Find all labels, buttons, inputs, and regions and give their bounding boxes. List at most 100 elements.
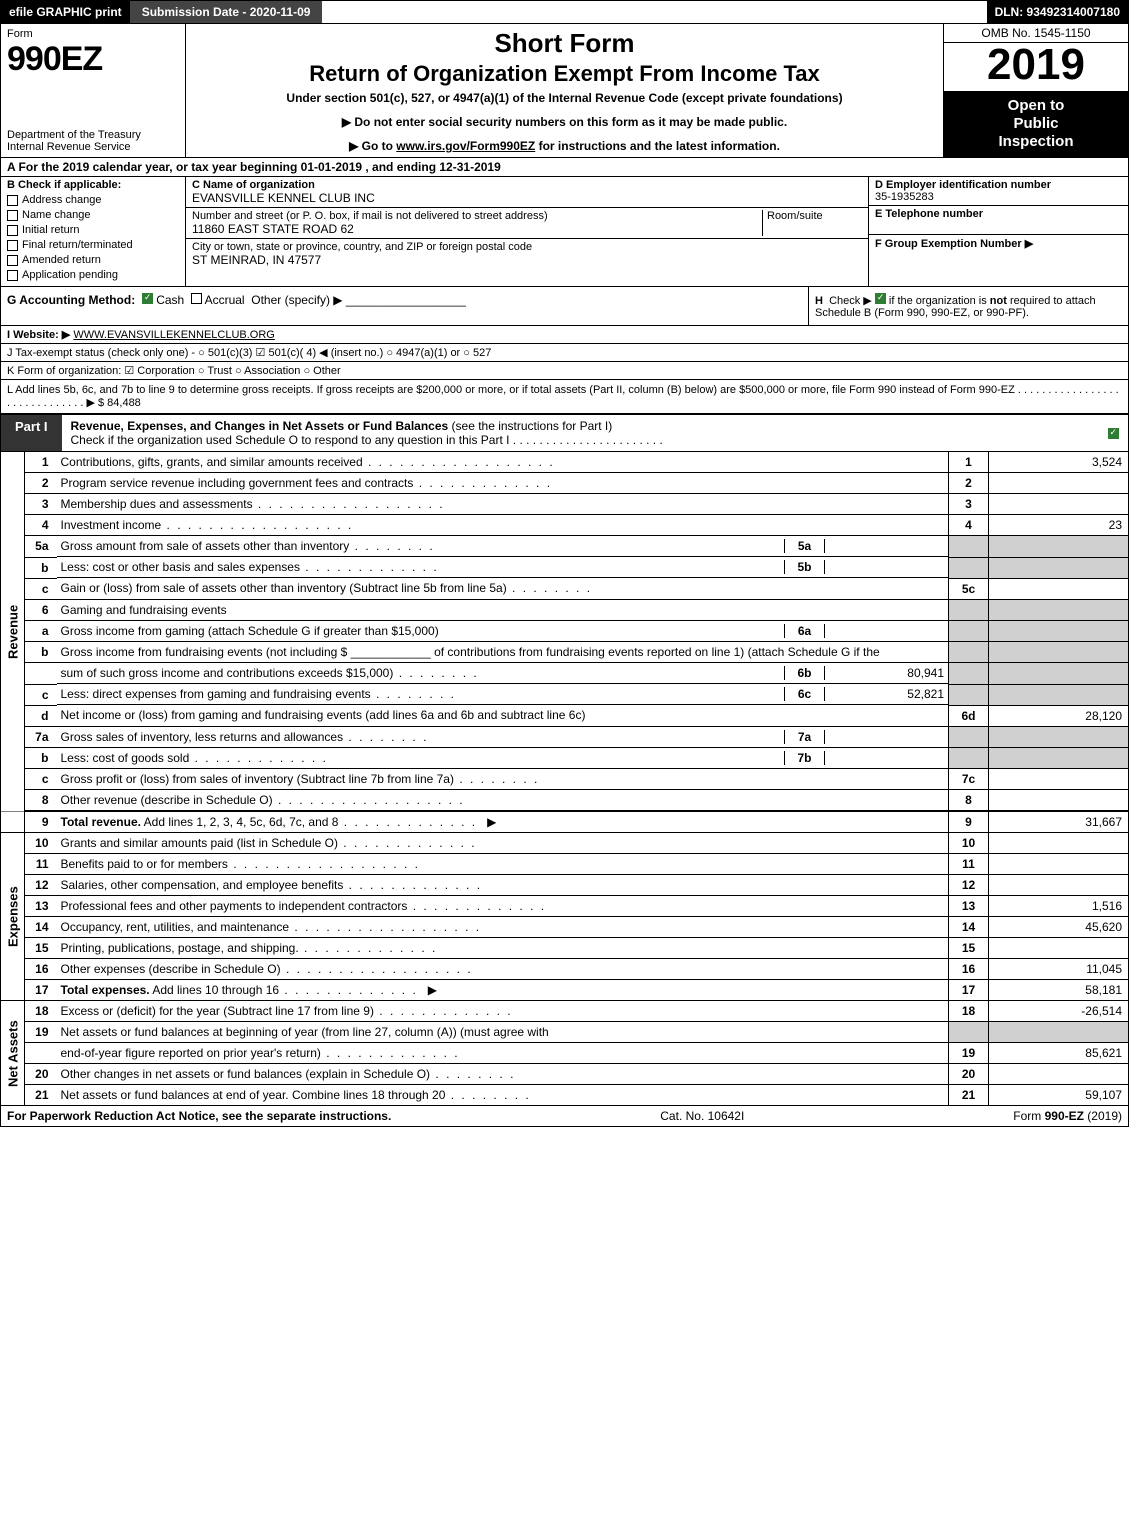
line-desc: Investment income (61, 518, 354, 532)
line-desc: Other expenses (describe in Schedule O) (61, 962, 473, 976)
line-box: 17 (949, 980, 989, 1001)
line-amount: 31,667 (989, 811, 1129, 833)
initial-return-row[interactable]: Initial return (7, 224, 179, 236)
section-c: C Name of organization EVANSVILLE KENNEL… (186, 177, 868, 286)
checkbox-icon[interactable] (7, 270, 18, 281)
line-num: d (25, 705, 57, 726)
line-box: 10 (949, 833, 989, 854)
info-block: B Check if applicable: Address change Na… (0, 177, 1129, 286)
c-name-label: C Name of organization (192, 179, 862, 191)
line-num: 6 (25, 599, 57, 620)
grey-cell (989, 536, 1129, 558)
grey-cell (989, 748, 1129, 769)
city-label: City or town, state or province, country… (192, 241, 862, 253)
line-13: 13 Professional fees and other payments … (1, 896, 1129, 917)
line-6: 6 Gaming and fundraising events (1, 599, 1129, 620)
line-desc: end-of-year figure reported on prior yea… (61, 1046, 460, 1060)
line-num: b (25, 748, 57, 769)
application-pending-row[interactable]: Application pending (7, 269, 179, 281)
line-box: 11 (949, 854, 989, 875)
line-num: b (25, 642, 57, 663)
line-amount (989, 578, 1129, 599)
efile-label[interactable]: efile GRAPHIC print (1, 1, 130, 23)
h-schedule-b: H Check ▶ if the organization is not req… (808, 287, 1128, 325)
line-desc: Occupancy, rent, utilities, and maintena… (61, 920, 482, 934)
line-num: 4 (25, 515, 57, 536)
form-ref-bold: 990-EZ (1045, 1109, 1084, 1123)
amended-return-row[interactable]: Amended return (7, 254, 179, 266)
line-num: b (25, 557, 57, 578)
part-i-sub: Check if the organization used Schedule … (71, 433, 663, 447)
checkbox-icon[interactable] (7, 225, 18, 236)
line-box: 7c (949, 769, 989, 790)
schedule-o-checkbox-icon[interactable] (1108, 428, 1119, 439)
sub-val (824, 751, 944, 765)
line-num (25, 1043, 57, 1064)
initial-return-label: Initial return (22, 224, 79, 236)
i-label: I Website: ▶ (7, 329, 70, 341)
cash-checkbox-icon[interactable] (142, 293, 153, 304)
name-change-row[interactable]: Name change (7, 209, 179, 221)
line-box: 12 (949, 875, 989, 896)
line-amount (989, 1064, 1129, 1085)
line-box: 15 (949, 938, 989, 959)
line-desc: Gross profit or (loss) from sales of inv… (61, 772, 540, 786)
line-num: 16 (25, 959, 57, 980)
line-5a: 5a Gross amount from sale of assets othe… (1, 536, 1129, 558)
line-box: 13 (949, 896, 989, 917)
part-i-header: Part I Revenue, Expenses, and Changes in… (0, 414, 1129, 452)
line-amount (989, 494, 1129, 515)
line-amount (989, 938, 1129, 959)
line-amount: 23 (989, 515, 1129, 536)
line-6b-2: sum of such gross income and contributio… (1, 663, 1129, 685)
f-group-label: F Group Exemption Number ▶ (875, 237, 1122, 250)
d-ein-label: D Employer identification number (875, 179, 1122, 191)
org-name: EVANSVILLE KENNEL CLUB INC (192, 191, 862, 205)
line-num: 8 (25, 790, 57, 812)
addr-label: Number and street (or P. O. box, if mail… (192, 210, 762, 222)
line-num: 12 (25, 875, 57, 896)
name-change-label: Name change (22, 209, 91, 221)
address-change-row[interactable]: Address change (7, 194, 179, 206)
form-ref-pre: Form (1013, 1109, 1044, 1123)
grey-cell (989, 642, 1129, 663)
cash-label: Cash (156, 293, 184, 307)
other-label: Other (specify) ▶ (251, 293, 342, 307)
sub-val (824, 730, 944, 744)
website-value[interactable]: WWW.EVANSVILLEKENNELCLUB.ORG (73, 329, 275, 341)
section-b: B Check if applicable: Address change Na… (1, 177, 186, 286)
line-desc: Benefits paid to or for members (61, 857, 420, 871)
line-6b-d1: Gross income from fundraising events (no… (61, 645, 348, 659)
line-num (25, 663, 57, 685)
line-desc: Printing, publications, postage, and shi… (61, 941, 438, 955)
line-6d: d Net income or (loss) from gaming and f… (1, 705, 1129, 726)
checkbox-icon[interactable] (7, 240, 18, 251)
row-j-status: J Tax-exempt status (check only one) - ○… (0, 344, 1129, 362)
line-desc: Gross income from gaming (attach Schedul… (61, 624, 785, 638)
line-amount: 45,620 (989, 917, 1129, 938)
form-header: Form 990EZ Department of the Treasury In… (0, 24, 1129, 158)
accrual-checkbox-icon[interactable] (191, 293, 202, 304)
h-checkbox-icon[interactable] (875, 293, 886, 304)
goto-pre: ▶ Go to (349, 139, 396, 153)
line-desc: Membership dues and assessments (61, 497, 445, 511)
final-return-label: Final return/terminated (22, 239, 133, 251)
line-desc-bold: Total revenue. (61, 815, 141, 829)
irs-link[interactable]: www.irs.gov/Form990EZ (396, 139, 535, 153)
line-num: 21 (25, 1085, 57, 1106)
line-1: Revenue 1 Contributions, gifts, grants, … (1, 452, 1129, 473)
final-return-row[interactable]: Final return/terminated (7, 239, 179, 251)
line-num: 5a (25, 536, 57, 558)
checkbox-icon[interactable] (7, 210, 18, 221)
sub-box: 6a (784, 624, 824, 638)
checkbox-icon[interactable] (7, 195, 18, 206)
sub-val: 52,821 (824, 687, 944, 701)
line-box: 8 (949, 790, 989, 812)
line-num: 13 (25, 896, 57, 917)
line-amount: 59,107 (989, 1085, 1129, 1106)
grey-cell (949, 663, 989, 685)
line-desc: Less: cost or other basis and sales expe… (61, 560, 785, 574)
line-desc: Less: direct expenses from gaming and fu… (61, 687, 785, 701)
line-desc: Other changes in net assets or fund bala… (61, 1067, 516, 1081)
checkbox-icon[interactable] (7, 255, 18, 266)
